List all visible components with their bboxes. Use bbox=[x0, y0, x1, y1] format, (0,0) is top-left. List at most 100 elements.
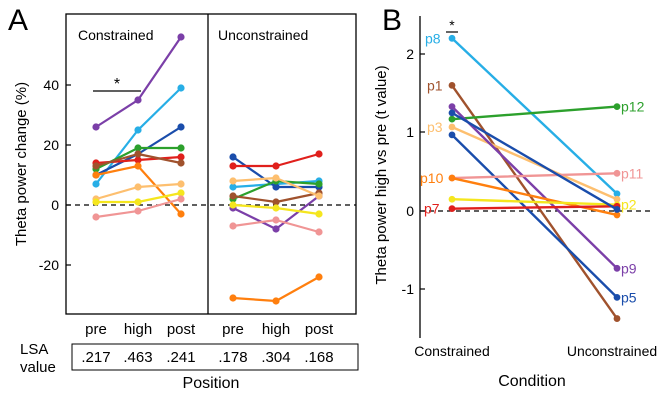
panel-a-ytick-label: 40 bbox=[43, 77, 59, 93]
panel-a-group-label-constrained: Constrained bbox=[78, 27, 154, 43]
data-point bbox=[613, 169, 621, 177]
series-line bbox=[450, 172, 619, 180]
panel-a-xtick-label: pre bbox=[222, 321, 244, 338]
series-line bbox=[450, 105, 619, 121]
panel-b-x-axis-title: Condition bbox=[498, 373, 566, 390]
data-point bbox=[134, 207, 142, 215]
data-point bbox=[315, 273, 323, 281]
data-point bbox=[613, 103, 621, 110]
data-point bbox=[177, 189, 185, 197]
data-point bbox=[272, 216, 280, 224]
data-point bbox=[92, 180, 100, 188]
data-point bbox=[177, 123, 185, 131]
data-point bbox=[315, 192, 323, 200]
lsa-value: .304 bbox=[261, 349, 290, 366]
data-point bbox=[177, 33, 185, 41]
lsa-values: .217 .463 .241 .178 .304 .168 bbox=[81, 349, 333, 366]
lsa-label-line2: value bbox=[20, 359, 56, 376]
lsa-value: .463 bbox=[123, 349, 152, 366]
panel-a-letter: A bbox=[8, 4, 28, 37]
data-point bbox=[177, 180, 185, 188]
lsa-value: .178 bbox=[218, 349, 247, 366]
data-point bbox=[177, 144, 185, 152]
panel-a-y-axis-title: Theta power change (%) bbox=[13, 82, 30, 246]
lsa-value-box bbox=[71, 343, 359, 371]
panel-a-significance: * bbox=[93, 76, 141, 93]
panel-b-xtick-label-constrained: Constrained bbox=[414, 343, 490, 359]
data-point bbox=[272, 225, 280, 233]
data-point bbox=[272, 297, 280, 305]
data-point bbox=[448, 205, 456, 213]
series-line bbox=[450, 133, 619, 299]
data-point bbox=[272, 162, 280, 170]
panel-a-frame bbox=[65, 13, 357, 315]
data-point bbox=[134, 156, 142, 164]
data-point bbox=[134, 96, 142, 104]
data-point bbox=[448, 174, 456, 182]
panel-a-ytick-label: -20 bbox=[39, 257, 59, 273]
data-point bbox=[448, 103, 456, 110]
series-label: p9 bbox=[621, 260, 637, 276]
panel-a-xtick-label: post bbox=[305, 321, 334, 338]
data-point bbox=[229, 177, 237, 185]
data-point bbox=[613, 293, 621, 301]
data-point bbox=[448, 131, 456, 139]
data-point bbox=[177, 195, 185, 203]
data-point bbox=[613, 315, 621, 322]
data-point bbox=[229, 294, 237, 302]
series-label: p1 bbox=[427, 77, 443, 93]
panel-a-ytick-labels: -20 0 20 40 bbox=[39, 77, 59, 273]
series-label: p2 bbox=[621, 197, 637, 213]
data-point bbox=[229, 183, 237, 191]
panel-b-significance-star: * bbox=[449, 17, 455, 33]
series-label: p7 bbox=[424, 201, 440, 217]
panel-a-xtick-label: post bbox=[167, 321, 196, 338]
data-point bbox=[448, 123, 456, 131]
series-line bbox=[450, 205, 619, 210]
panel-a-xtick-labels: pre high post pre high post bbox=[85, 321, 334, 338]
data-point bbox=[134, 150, 142, 158]
panel-a-ytick-label: 0 bbox=[51, 197, 59, 213]
panel-a-group-label-unconstrained: Unconstrained bbox=[218, 27, 308, 43]
data-point bbox=[448, 82, 456, 89]
data-point bbox=[177, 210, 185, 218]
series-line bbox=[450, 176, 619, 217]
panel-b-ytick-label: 0 bbox=[406, 203, 414, 219]
data-point bbox=[613, 190, 621, 198]
panel-a-plot bbox=[92, 33, 323, 305]
data-point bbox=[134, 198, 142, 206]
data-point bbox=[92, 213, 100, 221]
panel-a-xtick-label: pre bbox=[85, 321, 107, 338]
data-point bbox=[229, 222, 237, 230]
series-line bbox=[450, 37, 619, 195]
data-point bbox=[229, 153, 237, 161]
data-point bbox=[92, 162, 100, 170]
data-point bbox=[315, 180, 323, 188]
data-point bbox=[177, 153, 185, 161]
series-label: p10 bbox=[420, 170, 444, 186]
series-label: p5 bbox=[621, 289, 637, 305]
series-label: p11 bbox=[621, 165, 644, 181]
panel-a-xtick-label: high bbox=[262, 321, 290, 338]
data-point bbox=[448, 195, 456, 203]
data-point bbox=[613, 264, 621, 272]
data-point bbox=[177, 159, 185, 167]
data-point bbox=[448, 109, 456, 117]
panel-a-yticks bbox=[66, 84, 71, 266]
data-point bbox=[272, 183, 280, 191]
data-point bbox=[134, 183, 142, 191]
data-point bbox=[315, 150, 323, 158]
panel-b-significance: * bbox=[446, 17, 458, 33]
data-point bbox=[229, 162, 237, 170]
panel-b-ytick-label: -1 bbox=[402, 281, 415, 297]
panel-b-yticks bbox=[420, 53, 425, 290]
data-point bbox=[315, 210, 323, 218]
data-point bbox=[448, 115, 456, 123]
data-point bbox=[229, 201, 237, 209]
data-point bbox=[92, 171, 100, 179]
panel-b-ytick-labels: -1 0 1 2 bbox=[402, 46, 415, 297]
lsa-value: .217 bbox=[81, 349, 110, 366]
data-point bbox=[272, 174, 280, 182]
series-label: p12 bbox=[621, 99, 645, 115]
panel-a-ytick-label: 20 bbox=[43, 137, 59, 153]
